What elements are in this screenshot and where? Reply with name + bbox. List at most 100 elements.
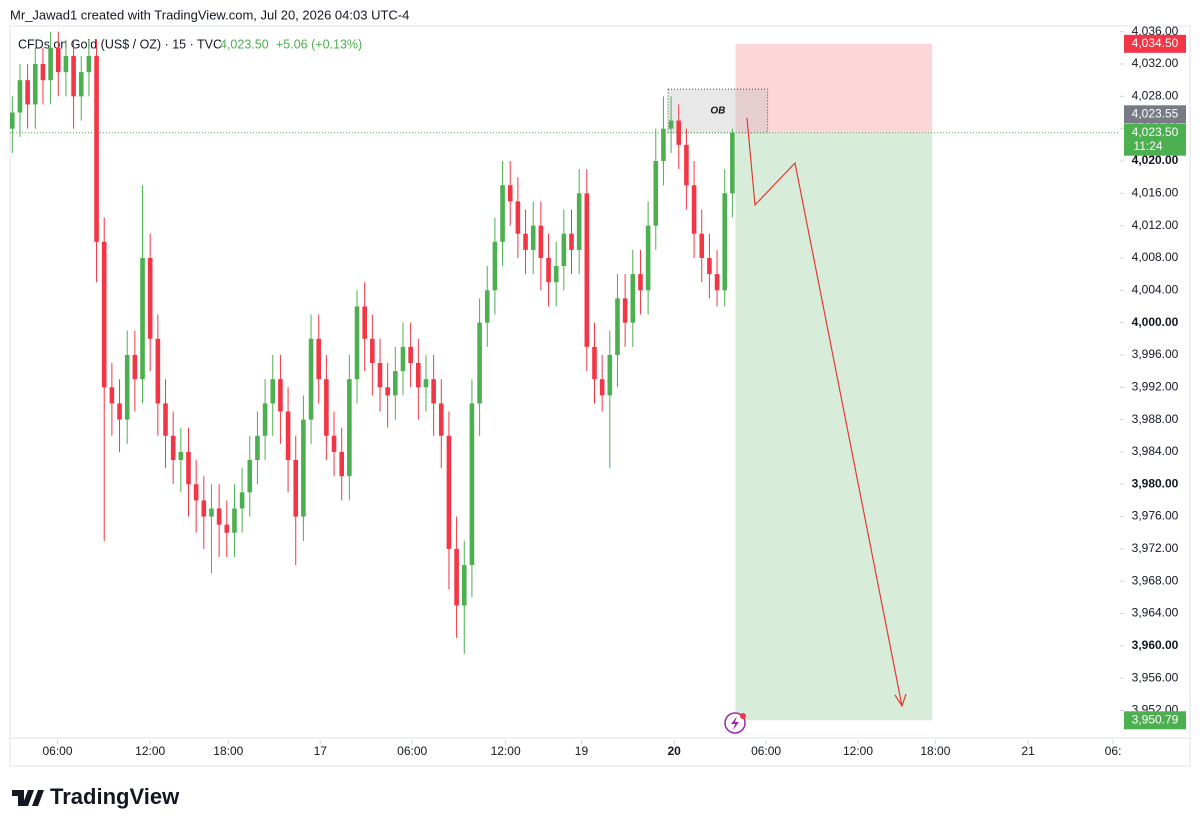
x-tick-label: 06: [1105, 744, 1122, 758]
bid-box [1124, 105, 1186, 124]
x-tick-label: 17 [314, 744, 328, 758]
brand-name: TradingView [50, 784, 180, 809]
candle-body [316, 338, 322, 380]
y-tick-label: 4,012.00 [1132, 218, 1179, 232]
y-tick-label: 4,020.00 [1132, 153, 1179, 167]
arrow-head [894, 693, 907, 708]
candle-body [423, 379, 429, 388]
candle-body [40, 64, 46, 81]
candle-body [339, 451, 344, 477]
candle-body [25, 80, 30, 105]
candle-body [730, 132, 735, 194]
y-tick-label: 3,964.00 [1132, 606, 1179, 620]
countdown: 11:24 [1133, 139, 1162, 153]
candle-body [370, 338, 375, 364]
y-tick-label: 3,988.00 [1132, 412, 1179, 426]
candle-body [63, 55, 69, 73]
candle-body [431, 379, 436, 404]
y-tick-label: 4,036.00 [1132, 24, 1179, 38]
candle-body [32, 64, 38, 105]
last-price-box [1124, 123, 1186, 156]
candle-body [622, 298, 628, 323]
candle-body [523, 233, 528, 250]
candle-body [140, 257, 145, 380]
y-tick-label: 3,984.00 [1132, 444, 1179, 458]
brand-logo [12, 790, 44, 806]
candle-body [186, 451, 191, 485]
candle-body [676, 120, 682, 145]
candle-body [492, 241, 498, 291]
candle-body [607, 354, 613, 396]
candle-body [239, 492, 245, 509]
candle-body [454, 548, 459, 606]
y-tick-label: 4,028.00 [1132, 89, 1179, 103]
alert-icon [724, 712, 746, 734]
candle-body [48, 47, 53, 81]
plot: OB4,036.004,032.004,028.004,024.004,020.… [9, 24, 1190, 758]
candle-body [461, 565, 467, 606]
candle-body [86, 55, 92, 73]
candle-body [347, 379, 352, 477]
x-tick-label: 06:00 [397, 744, 427, 758]
y-tick-label: 3,980.00 [1132, 476, 1179, 490]
candle-body [255, 435, 260, 461]
candle-body [638, 274, 643, 291]
forecast-arrow [746, 117, 907, 708]
candle-body [247, 460, 253, 493]
y-tick-label: 3,992.00 [1132, 379, 1179, 393]
candle-body [630, 274, 636, 323]
frame [9, 25, 1191, 767]
candle-body [408, 346, 413, 364]
x-tick-label: 12:00 [843, 744, 873, 758]
candle-body [278, 379, 283, 412]
candle-body [201, 500, 207, 517]
y-tick-label: 4,004.00 [1132, 282, 1179, 296]
candle-body [592, 346, 597, 380]
candle-body [515, 201, 521, 234]
candle-body [163, 403, 168, 436]
candle-body [224, 524, 230, 533]
x-tick-label: 06:00 [751, 744, 781, 758]
legend-change: +5.06 (+0.13%) [276, 37, 362, 51]
candle-body [55, 47, 61, 73]
candle-body [438, 403, 444, 436]
candle-body [301, 419, 306, 517]
candle-body [661, 128, 666, 161]
candle-body [707, 257, 712, 275]
x-tick-label: 18:00 [920, 744, 950, 758]
target-price-label: 3,950.79 [1132, 712, 1179, 726]
candle-body [232, 508, 237, 533]
candle-body [178, 451, 184, 461]
candle-body [193, 484, 199, 501]
candle-body [569, 233, 574, 250]
candle-body [714, 274, 720, 291]
arrow-path [746, 117, 903, 707]
candle-body [546, 257, 551, 283]
x-tick-label: 06:00 [42, 744, 72, 758]
candle-body [576, 193, 582, 250]
x-tick-label: 21 [1021, 744, 1035, 758]
candle-body [645, 225, 651, 291]
candle-body [377, 363, 383, 388]
x-tick-label: 12:00 [135, 744, 165, 758]
stop-price-label: 4,034.50 [1132, 36, 1179, 50]
candle-body [9, 112, 15, 129]
y-tick-label: 4,016.00 [1132, 185, 1179, 199]
credit: Mr_Jawad1 created with TradingView.com, … [10, 7, 409, 22]
x-tick-label: 18:00 [213, 744, 243, 758]
candle-body [132, 354, 138, 380]
candle-body [170, 435, 176, 461]
y-tick-label: 3,996.00 [1132, 347, 1179, 361]
candle-body [699, 233, 705, 258]
candle-body [553, 266, 559, 283]
candle-body [362, 306, 367, 339]
candle-body [684, 144, 689, 186]
candle-body [561, 233, 567, 267]
y-tick-label: 3,968.00 [1132, 573, 1179, 587]
candle-body [477, 322, 482, 404]
icon-dot [740, 713, 746, 719]
y-tick-label: 4,000.00 [1132, 315, 1179, 329]
candle-body [691, 185, 697, 234]
candle-body [446, 435, 452, 549]
